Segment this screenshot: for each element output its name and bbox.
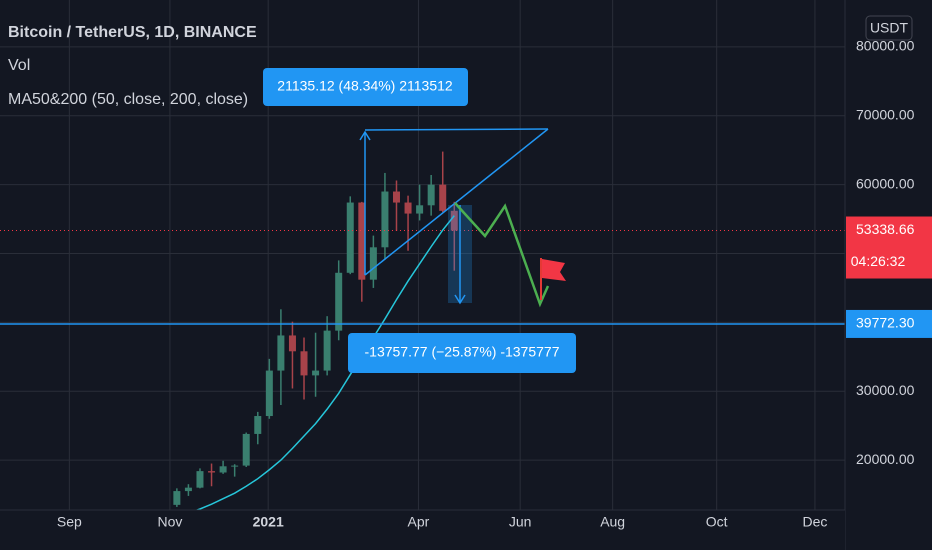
measure-label-box [263, 68, 468, 106]
candle-body [208, 471, 216, 473]
measure-label: 21135.12 (48.34%) 2113512 [277, 78, 453, 94]
drawings [359, 128, 566, 308]
x-tick-label: Jun [509, 514, 532, 530]
last-price-label: 53338.66 [856, 221, 915, 237]
candle-body [288, 335, 296, 352]
y-tick-label: 70000.00 [856, 106, 915, 122]
currency[interactable]: USDT [870, 20, 909, 36]
candle-body [242, 433, 250, 466]
candle-body [300, 351, 308, 376]
level-label: 39772.30 [856, 315, 915, 331]
y-tick-label: 60000.00 [856, 175, 915, 191]
candle-body [265, 370, 273, 417]
projection-path [454, 202, 550, 308]
y-tick-label: 80000.00 [856, 38, 915, 54]
candle-body [184, 487, 192, 492]
indicator: Vol [8, 57, 30, 74]
measure-label-box [348, 333, 576, 373]
x-tick-label: Aug [600, 514, 625, 530]
candle-body [335, 272, 343, 331]
candle-body [277, 335, 285, 371]
grid [0, 0, 845, 510]
flag [542, 259, 566, 281]
indicator: MA50&200 (50, close, 200, close) [8, 91, 248, 108]
candle-body [346, 202, 354, 273]
x-tick-label: Sep [57, 514, 82, 530]
candle-body [404, 202, 412, 214]
candle-body [323, 330, 331, 371]
y-tick-label: 30000.00 [856, 382, 915, 398]
arrow-head [359, 130, 371, 141]
x-tick-label: Dec [802, 514, 827, 530]
level-box [846, 309, 932, 338]
countdown: 04:26:32 [851, 253, 906, 269]
candle-body [381, 191, 389, 248]
y-tick-label: 20000.00 [856, 451, 915, 467]
candle-body [312, 370, 320, 376]
candle-body [369, 247, 377, 280]
x-tick-label: Oct [706, 514, 728, 530]
candle-body [416, 205, 424, 214]
candle-body [439, 184, 447, 211]
candle-body [231, 465, 239, 467]
candle-body [254, 416, 262, 434]
last-price-box [846, 216, 932, 279]
trend-line [364, 128, 549, 276]
x-tick-label: Nov [157, 514, 182, 530]
currency-button[interactable] [865, 15, 913, 41]
candle-body [358, 202, 366, 280]
measure-label: -13757.77 (−25.87%) -1375777 [365, 344, 560, 360]
candle-body [392, 191, 400, 203]
ma-line [194, 215, 455, 510]
candles [0, 151, 845, 510]
arrow-head [454, 294, 466, 305]
chart-title: Bitcoin / TetherUS, 1D, BINANCE [8, 24, 257, 41]
x-tick-label: Apr [408, 514, 430, 530]
candle-body [196, 471, 204, 488]
trend-line [364, 128, 549, 131]
candle-body [219, 466, 227, 473]
candle-body [450, 210, 458, 231]
candle-body [173, 491, 181, 505]
candle-body [427, 184, 435, 206]
x-tick-label: 2021 [253, 514, 284, 530]
time-axis [0, 510, 845, 550]
